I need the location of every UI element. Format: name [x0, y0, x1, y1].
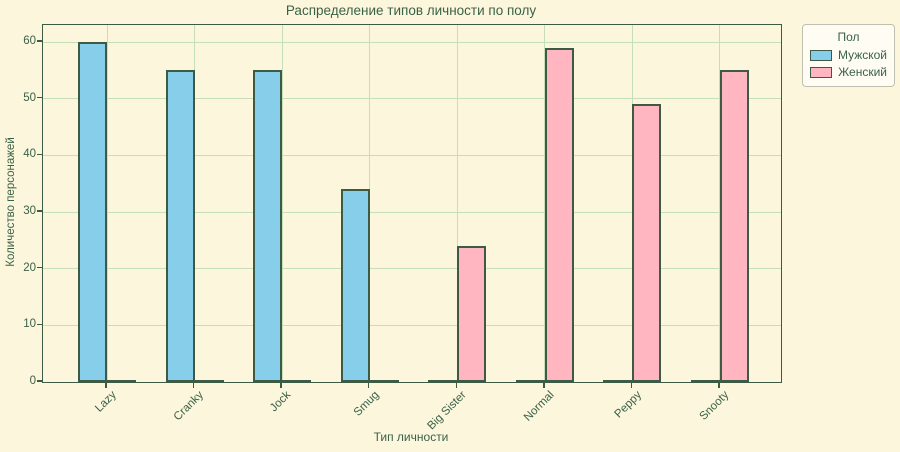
- zero-bar: [515, 379, 545, 382]
- y-tick-label: 30: [23, 205, 36, 217]
- horizontal-gridline: [43, 98, 781, 100]
- bar-snooty: [719, 70, 749, 382]
- y-tick-mark: [37, 40, 42, 42]
- legend-entry-female: Женский: [810, 65, 887, 79]
- x-tick-mark: [455, 383, 458, 388]
- chart-title: Распределение типов личности по полу: [285, 3, 537, 18]
- y-tick-label: 0: [29, 375, 36, 387]
- x-tick-label: Snooty: [697, 389, 732, 423]
- bar-peppy: [632, 104, 662, 382]
- x-tick-label: Cranky: [171, 389, 207, 424]
- bar-normal: [544, 48, 574, 382]
- bar-cranky: [165, 70, 195, 382]
- vertical-gridline: [194, 25, 196, 382]
- x-tick-mark: [630, 383, 633, 388]
- bar-smug: [340, 189, 370, 382]
- x-tick-label: Smug: [351, 389, 382, 419]
- x-tick-mark: [105, 383, 107, 388]
- zero-bar: [428, 379, 458, 382]
- y-tick-label: 40: [23, 148, 36, 161]
- zero-bar: [603, 379, 633, 382]
- vertical-gridline: [456, 25, 458, 382]
- plot-area: [42, 24, 782, 383]
- zero-bar: [690, 379, 720, 382]
- horizontal-gridline: [43, 211, 781, 213]
- y-tick-label: 20: [23, 261, 36, 274]
- bar-big-sister: [457, 246, 487, 382]
- legend-label-male: Мужской: [837, 48, 887, 62]
- x-tick-mark: [543, 383, 545, 388]
- horizontal-gridline: [43, 268, 781, 270]
- legend-entry-male: Мужской: [810, 48, 887, 62]
- zero-bar: [282, 379, 312, 382]
- x-tick-mark: [367, 383, 370, 388]
- x-tick-label: Big Sister: [425, 389, 469, 433]
- vertical-gridline: [106, 25, 108, 382]
- x-tick-label: Normal: [521, 389, 557, 424]
- x-tick-label: Lazy: [92, 389, 119, 415]
- legend-title: Пол: [837, 30, 860, 44]
- y-tick-label: 10: [23, 318, 36, 331]
- zero-bar: [194, 379, 224, 382]
- zero-bar: [107, 379, 136, 382]
- x-tick-mark: [280, 383, 282, 388]
- horizontal-gridline: [43, 41, 781, 43]
- x-tick-label: Jock: [268, 389, 294, 415]
- y-tick-label: 60: [23, 35, 36, 47]
- x-tick-label: Peppy: [612, 389, 644, 421]
- female-color-swatch: [810, 66, 833, 78]
- x-axis-label: Тип личности: [373, 430, 449, 444]
- y-tick-mark: [37, 96, 42, 99]
- bar-jock: [253, 70, 283, 382]
- y-tick-mark: [37, 380, 42, 382]
- legend: Пол Мужской Женский: [802, 24, 895, 87]
- x-tick-mark: [192, 383, 195, 388]
- y-tick-mark: [37, 266, 42, 269]
- vertical-gridline: [281, 25, 283, 382]
- y-tick-mark: [37, 153, 42, 156]
- horizontal-gridline: [43, 324, 781, 326]
- y-tick-mark: [37, 323, 42, 326]
- legend-label-female: Женский: [838, 65, 887, 79]
- y-tick-mark: [37, 210, 42, 212]
- bar-lazy: [78, 42, 107, 382]
- x-tick-mark: [718, 383, 720, 388]
- horizontal-gridline: [43, 154, 781, 156]
- y-tick-label: 50: [23, 91, 36, 104]
- male-color-swatch: [810, 49, 832, 61]
- zero-bar: [369, 379, 399, 382]
- vertical-gridline: [369, 25, 371, 382]
